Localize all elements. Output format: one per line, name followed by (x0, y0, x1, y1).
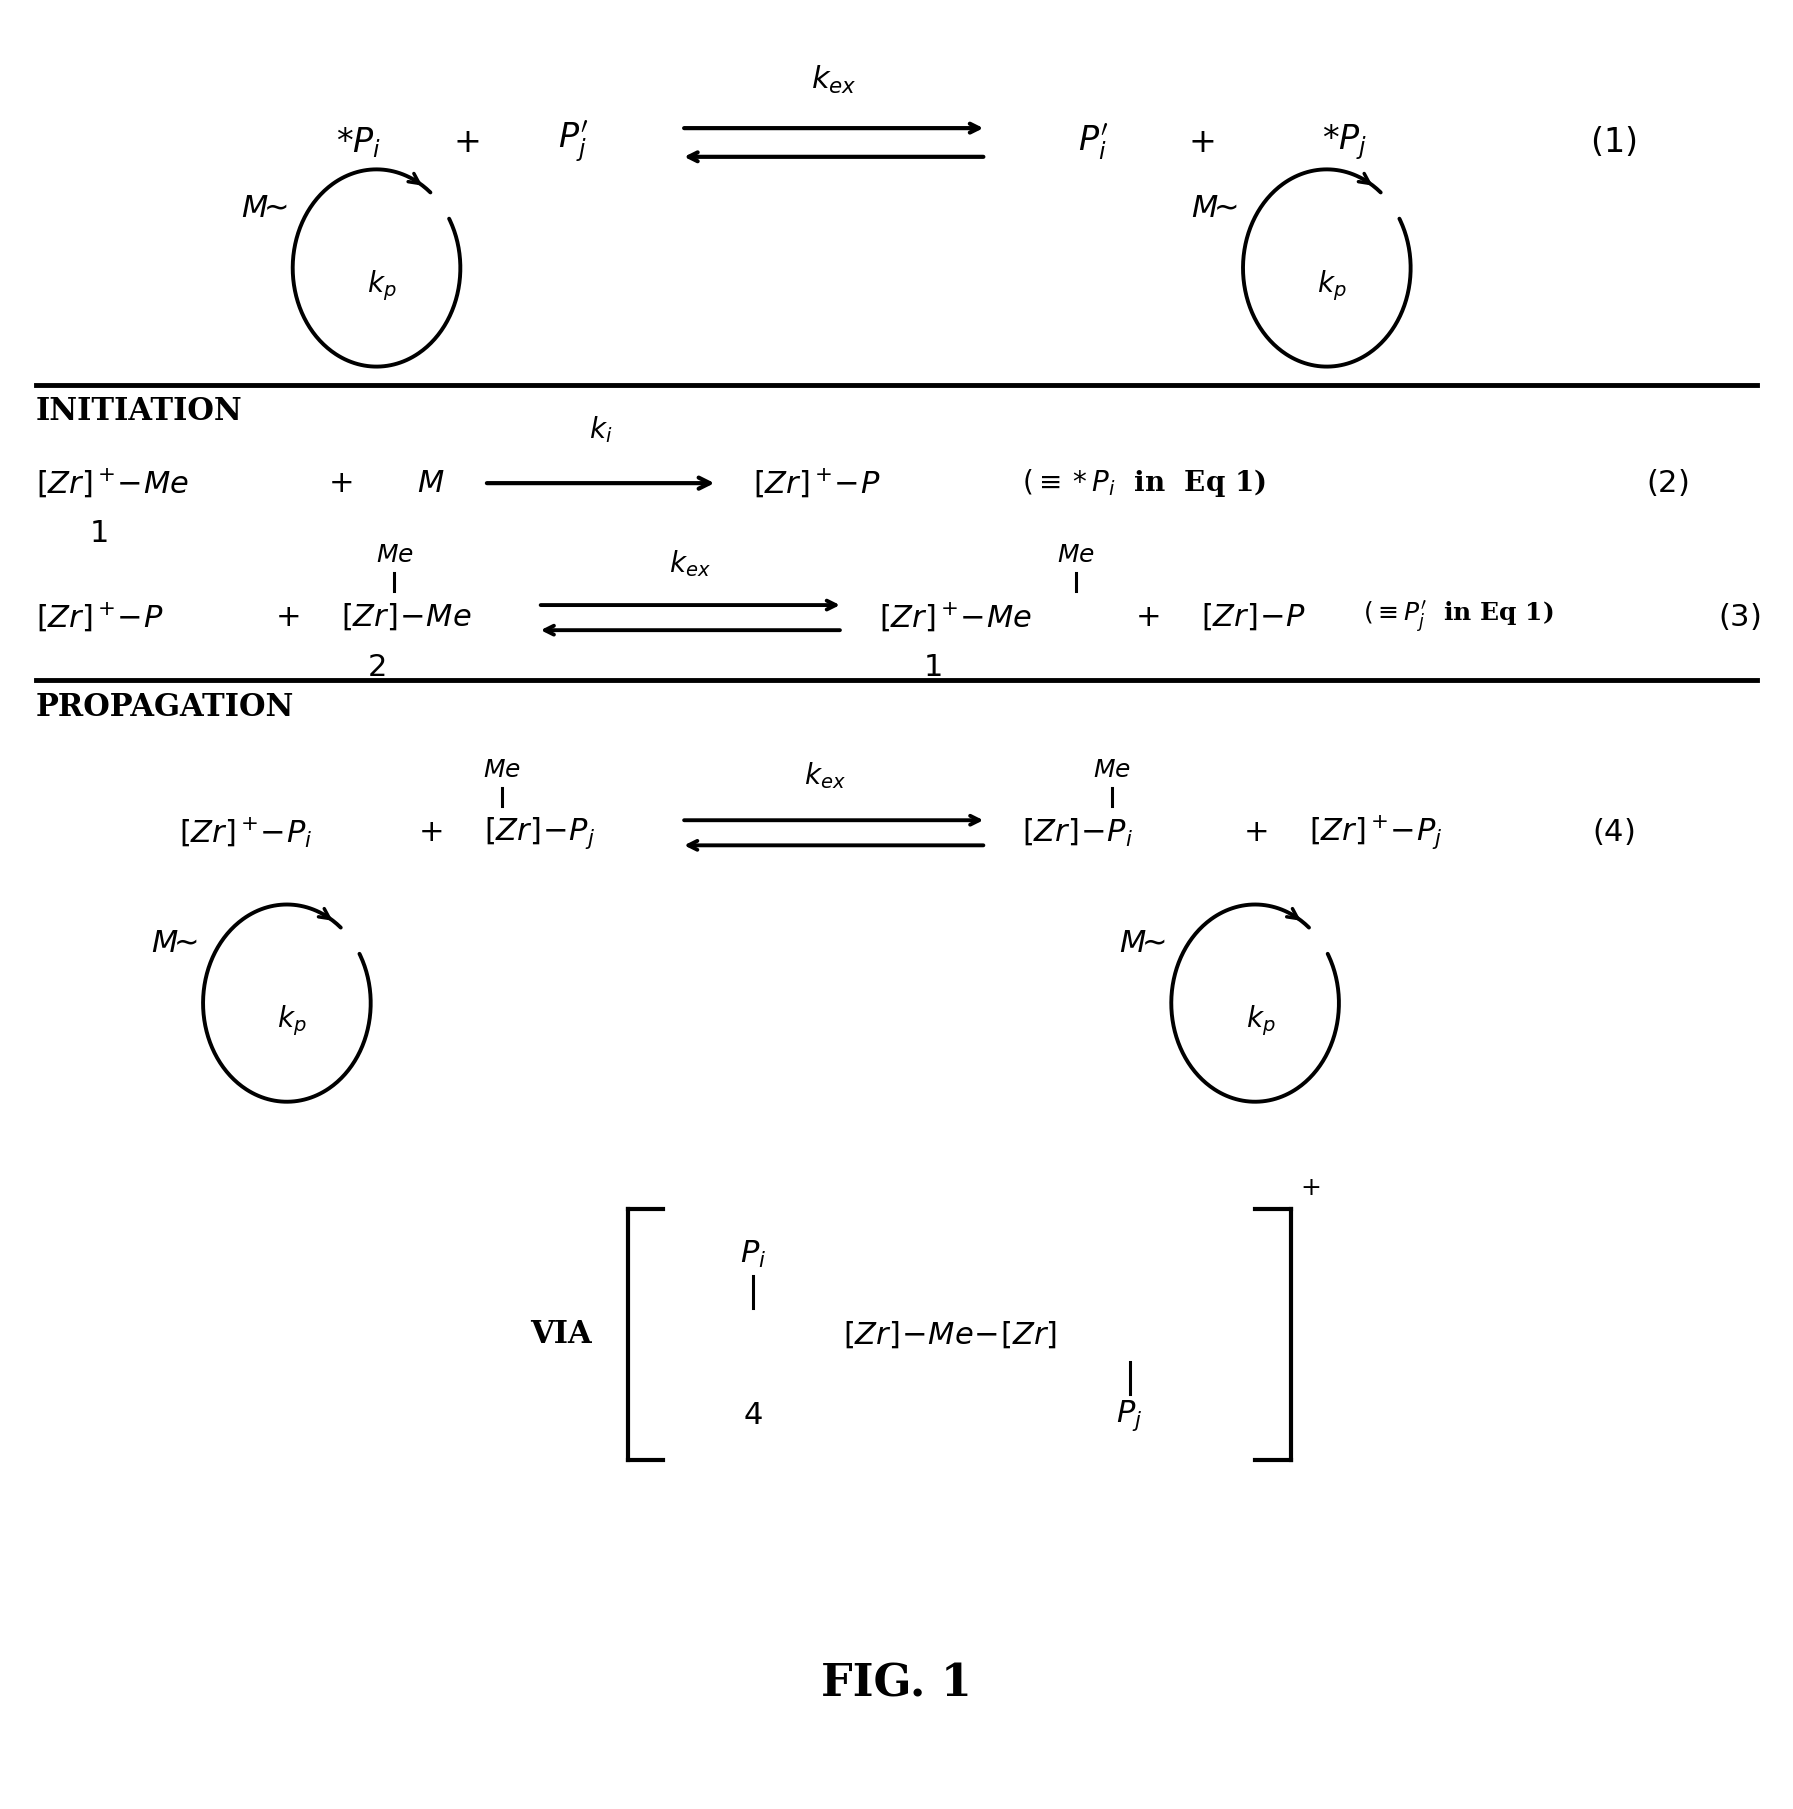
Text: $Me$: $Me$ (1092, 758, 1131, 781)
Text: $M$: $M$ (416, 469, 445, 499)
Text: $[Zr]\!-\!P$: $[Zr]\!-\!P$ (1201, 602, 1307, 633)
Text: $P_i$: $P_i$ (741, 1239, 766, 1270)
Text: $+$: $+$ (274, 602, 299, 633)
Text: $Me$: $Me$ (482, 758, 522, 781)
Text: $*P_j$: $*P_j$ (1321, 123, 1368, 163)
Text: $1$: $1$ (923, 653, 941, 684)
Text: $[Zr]^+\!\!-\!P$: $[Zr]^+\!\!-\!P$ (36, 601, 163, 633)
Text: $M\!\!\sim$: $M\!\!\sim$ (1119, 928, 1165, 959)
Text: $2$: $2$ (368, 653, 385, 684)
Text: $+$: $+$ (1189, 127, 1214, 159)
Text: $k_i$: $k_i$ (588, 414, 613, 445)
Text: $P_i'$: $P_i'$ (1078, 123, 1110, 163)
Text: $(\equiv *P_i$  in  Eq 1): $(\equiv *P_i$ in Eq 1) (1022, 467, 1266, 499)
Text: $[Zr]\!-\!P_i$: $[Zr]\!-\!P_i$ (1022, 816, 1133, 848)
Text: $(1)$: $(1)$ (1590, 125, 1637, 159)
Text: $(\equiv P_j'$  in Eq 1): $(\equiv P_j'$ in Eq 1) (1363, 601, 1553, 635)
Text: $+$: $+$ (418, 818, 443, 848)
Text: PROPAGATION: PROPAGATION (36, 691, 294, 724)
Text: $M\!\!\sim$: $M\!\!\sim$ (240, 194, 287, 224)
Text: $[Zr]^+\!\!-\!Me$: $[Zr]^+\!\!-\!Me$ (879, 601, 1031, 633)
Text: $+$: $+$ (328, 469, 353, 499)
Text: $k_p$: $k_p$ (1246, 1004, 1275, 1038)
Text: $[Zr]^+\!\!-\!P_i$: $[Zr]^+\!\!-\!P_i$ (179, 816, 312, 850)
Text: $M\!\!\sim$: $M\!\!\sim$ (1191, 194, 1237, 224)
Text: $[Zr]^+\!\!-\!P$: $[Zr]^+\!\!-\!P$ (753, 467, 880, 499)
Text: $(4)$: $(4)$ (1592, 818, 1635, 848)
Text: $k_p$: $k_p$ (278, 1004, 307, 1038)
Text: $Me$: $Me$ (375, 543, 414, 566)
Text: $k_{ex}$: $k_{ex}$ (803, 760, 846, 791)
Text: $[Zr]^+\!\!-\!Me$: $[Zr]^+\!\!-\!Me$ (36, 467, 188, 499)
Text: $M\!\!\sim$: $M\!\!\sim$ (151, 928, 197, 959)
Text: $k_{ex}$: $k_{ex}$ (669, 548, 712, 579)
Text: $+$: $+$ (1135, 602, 1160, 633)
Text: $+$: $+$ (454, 127, 479, 159)
Text: $[Zr]\!-\!Me$: $[Zr]\!-\!Me$ (341, 602, 472, 633)
Text: $P_j'$: $P_j'$ (558, 119, 590, 165)
Text: INITIATION: INITIATION (36, 396, 242, 427)
Text: $+$: $+$ (1243, 818, 1268, 848)
Text: $P_j$: $P_j$ (1117, 1398, 1142, 1433)
Text: $(3)$: $(3)$ (1718, 602, 1761, 633)
Text: $Me$: $Me$ (1056, 543, 1096, 566)
Text: $(2)$: $(2)$ (1646, 469, 1689, 499)
Text: $k_p$: $k_p$ (368, 268, 396, 304)
Text: $[Zr]\!-\!P_j$: $[Zr]\!-\!P_j$ (484, 814, 595, 850)
Text: $*P_i$: $*P_i$ (335, 125, 382, 159)
Text: $4$: $4$ (744, 1400, 762, 1431)
Text: $[Zr]^+\!\!-\!P_j$: $[Zr]^+\!\!-\!P_j$ (1309, 814, 1442, 852)
Text: $+$: $+$ (1300, 1176, 1320, 1201)
Text: $k_p$: $k_p$ (1318, 268, 1347, 304)
Text: $k_{ex}$: $k_{ex}$ (810, 63, 857, 96)
Text: VIA: VIA (531, 1319, 592, 1350)
Text: FIG. 1: FIG. 1 (821, 1662, 972, 1706)
Text: $[Zr]\!-\!Me\!-\![Zr]$: $[Zr]\!-\!Me\!-\![Zr]$ (843, 1319, 1058, 1350)
Text: $1$: $1$ (90, 517, 108, 548)
